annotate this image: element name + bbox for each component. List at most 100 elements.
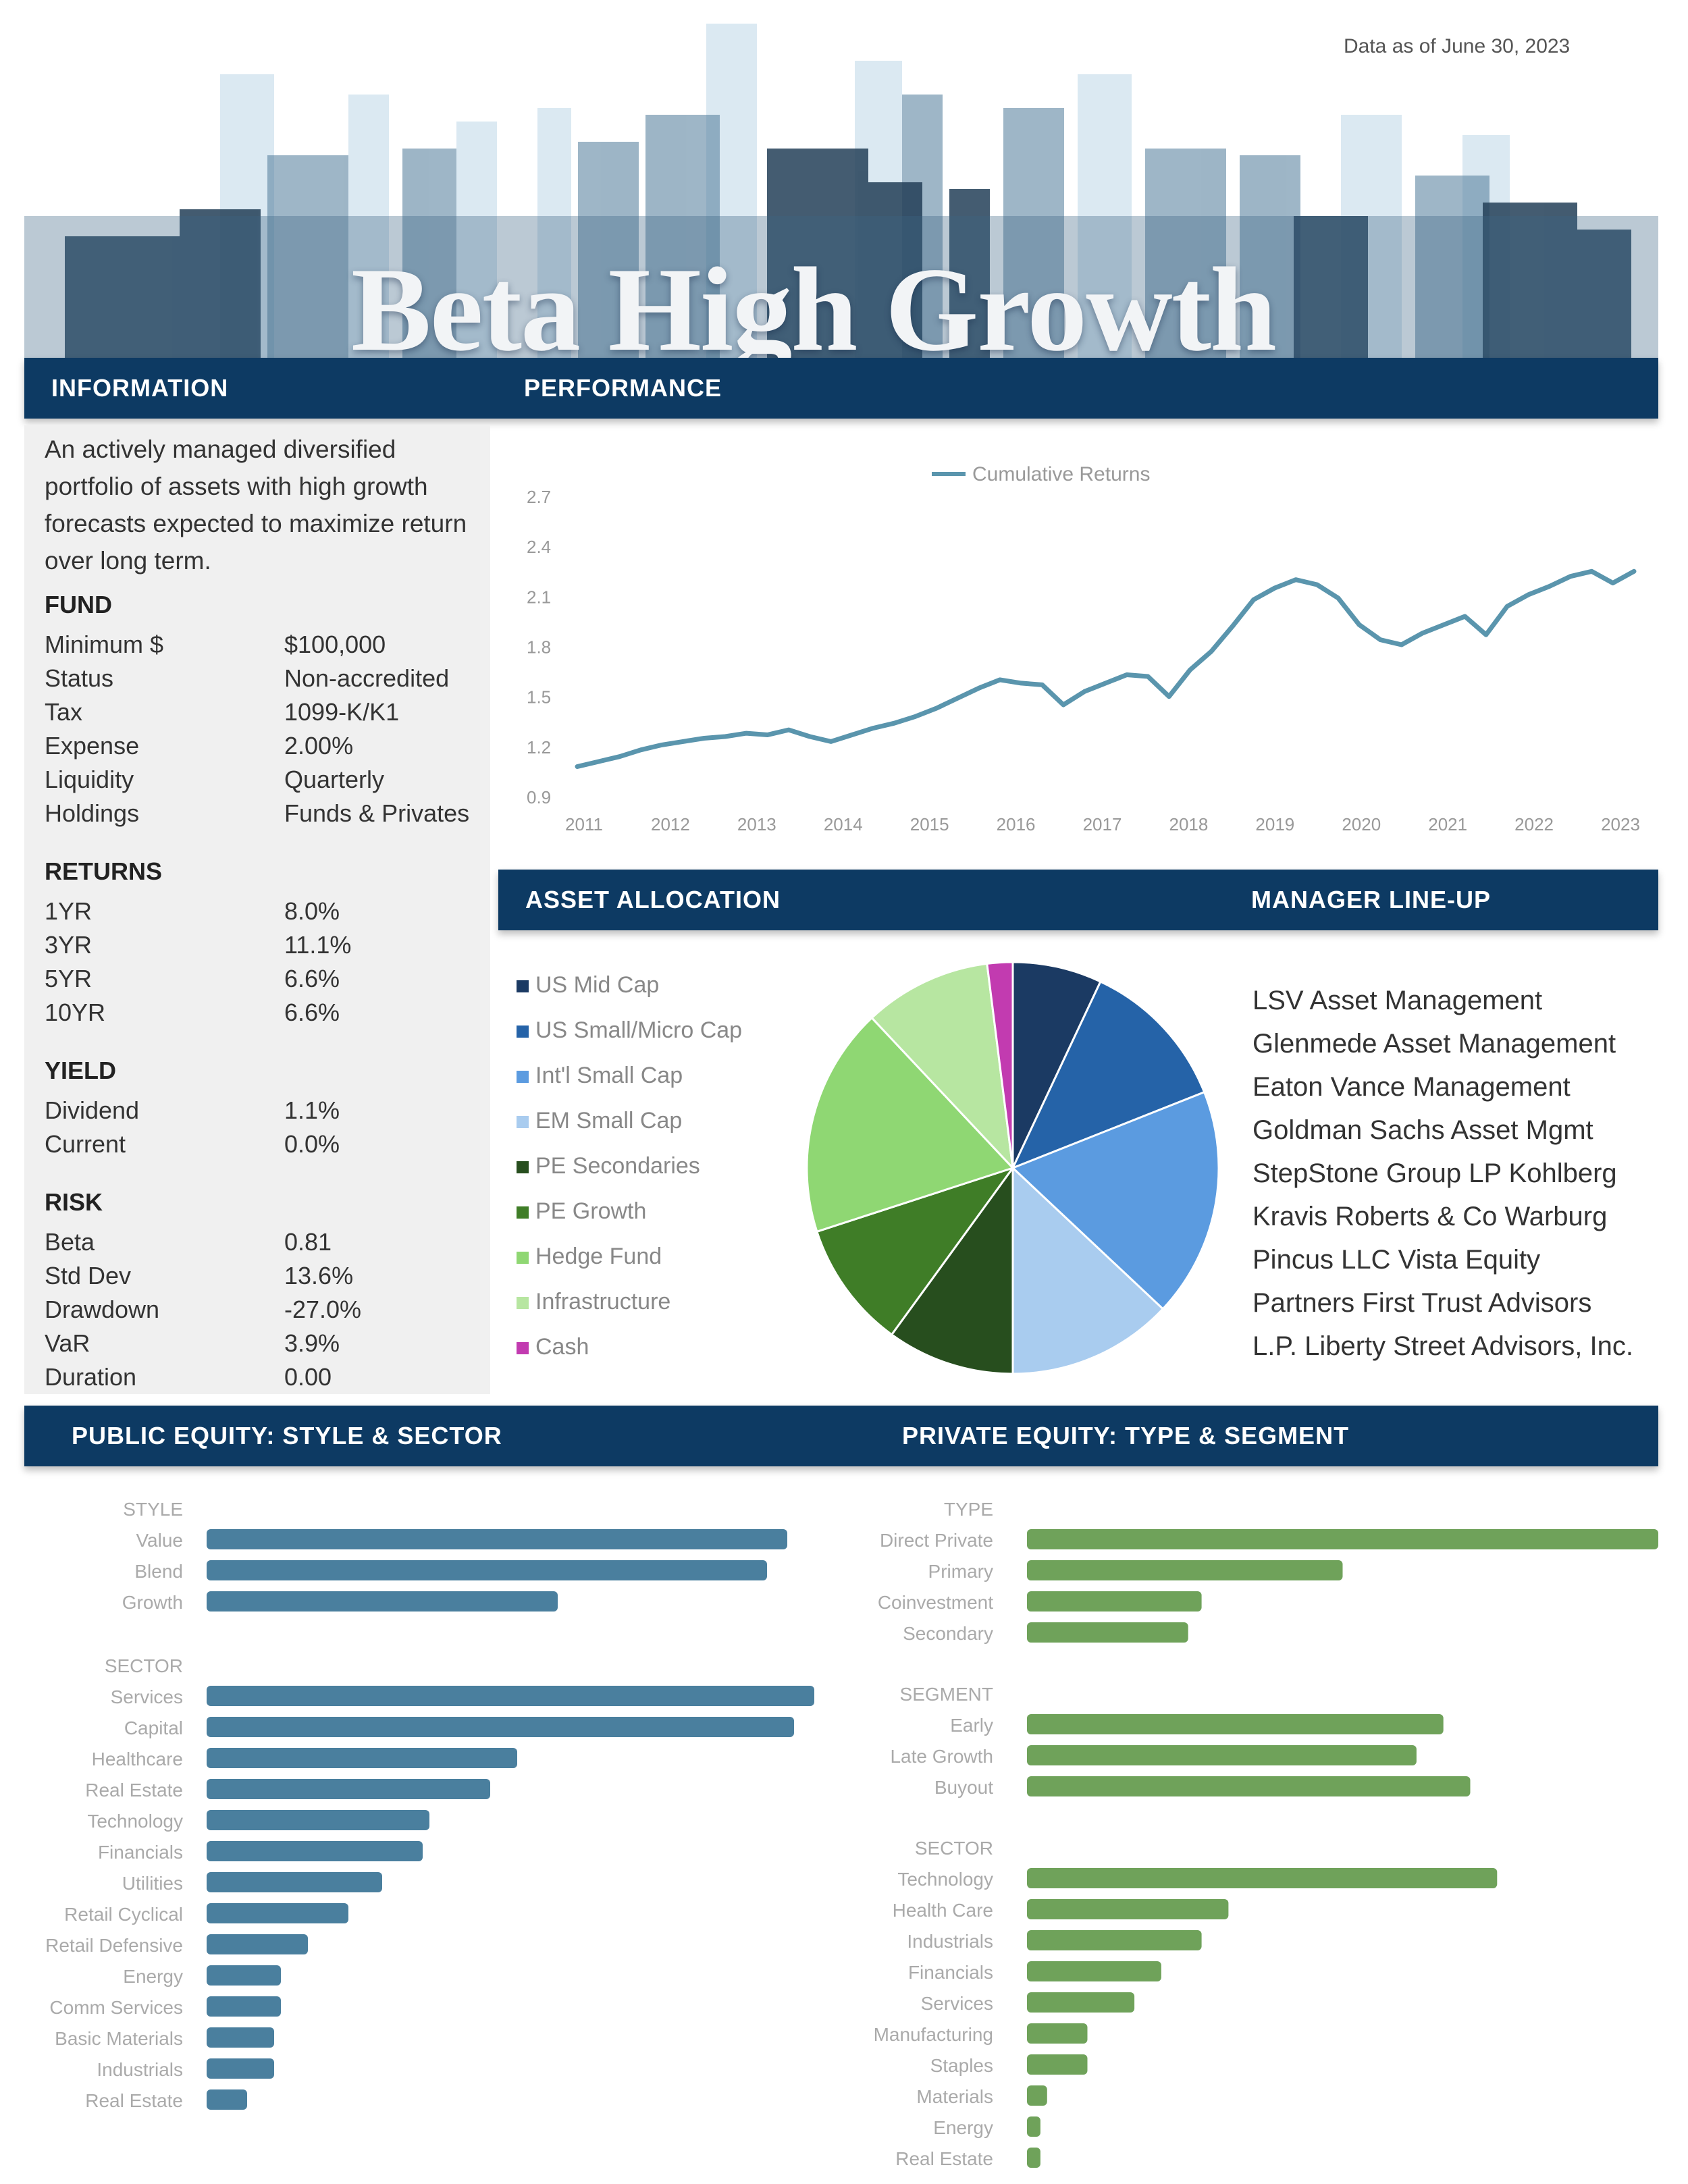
risk-row-label: Std Dev <box>45 1262 132 1289</box>
bar-category-label: Primary <box>928 1561 993 1582</box>
returns-heading: RETURNS <box>45 857 163 885</box>
fund-title: Beta High Growth <box>351 242 1277 376</box>
bar-category-label: Comm Services <box>49 1997 183 2018</box>
legend-label: EM Small Cap <box>535 1108 683 1134</box>
public-equity-heading: PUBLIC EQUITY: STYLE & SECTOR <box>72 1422 502 1449</box>
risk-row-value: 0.00 <box>284 1363 332 1391</box>
risk-heading: RISK <box>45 1188 103 1216</box>
bar <box>207 1591 558 1612</box>
bar <box>1027 1961 1161 1981</box>
bar <box>1027 2023 1088 2044</box>
manager-item: Eaton Vance Management <box>1252 1072 1571 1102</box>
returns-row-label: 1YR <box>45 897 93 925</box>
performance-heading: PERFORMANCE <box>524 374 722 402</box>
bar <box>207 1529 787 1549</box>
x-tick-label: 2016 <box>997 814 1036 834</box>
bar-category-label: Materials <box>916 2086 993 2107</box>
risk-row-label: VaR <box>45 1329 90 1357</box>
fund-row-label: Minimum $ <box>45 631 164 658</box>
y-tick-label: 1.5 <box>527 687 551 708</box>
bar-category-label: Technology <box>897 1869 993 1890</box>
returns-row-value: 11.1% <box>284 931 352 959</box>
y-tick-label: 2.7 <box>527 487 551 507</box>
bar-category-label: Health Care <box>893 1900 993 1921</box>
legend-label: Infrastructure <box>535 1289 671 1314</box>
x-tick-label: 2014 <box>824 814 863 834</box>
pie-slice <box>890 1165 1014 1375</box>
manager-item: Kravis Roberts & Co Warburg <box>1252 1202 1608 1231</box>
x-tick-label: 2020 <box>1342 814 1381 834</box>
returns-row-label: 5YR <box>45 965 93 992</box>
manager-item: LSV Asset Management <box>1252 986 1543 1015</box>
bar-category-label: Utilities <box>122 1873 183 1894</box>
pie-slice <box>1011 1090 1220 1310</box>
bar <box>1027 1930 1202 1950</box>
allocation-legend-item: Hedge Fund <box>517 1244 662 1270</box>
legend-swatch <box>517 1252 529 1264</box>
legend-swatch <box>517 1071 529 1084</box>
information-heading: INFORMATION <box>51 374 229 402</box>
bar-category-label: Industrials <box>907 1931 993 1952</box>
x-tick-label: 2011 <box>565 814 603 834</box>
legend-label: PE Growth <box>535 1198 647 1224</box>
allocation-legend-item: PE Secondaries <box>517 1153 700 1179</box>
bar-category-label: Basic Materials <box>55 2028 183 2049</box>
bar-category-label: Financials <box>908 1962 993 1983</box>
cumulative-returns-line <box>575 568 1637 769</box>
returns-row-value: 8.0% <box>284 897 340 925</box>
fund-row-value: Quarterly <box>284 766 385 793</box>
bar-category-label: Growth <box>122 1592 183 1613</box>
fund-row-label: Status <box>45 664 114 692</box>
fund-row-label: Holdings <box>45 799 140 827</box>
fund-row-value: Non-accredited <box>284 664 450 692</box>
yield-row-label: Current <box>45 1130 126 1158</box>
y-tick-label: 1.2 <box>527 737 551 757</box>
data-date-note: Data as of June 30, 2023 <box>1344 35 1571 57</box>
bar-category-label: Energy <box>933 2117 993 2138</box>
bar <box>207 1996 281 2017</box>
bar <box>207 1903 348 1923</box>
y-tick-label: 0.9 <box>527 787 551 807</box>
legend-swatch <box>517 1206 529 1219</box>
risk-row-value: 0.81 <box>284 1228 332 1256</box>
bar-category-label: Services <box>111 1686 183 1707</box>
bar <box>207 2027 274 2048</box>
bar <box>1027 1529 1658 1549</box>
x-tick-label: 2018 <box>1169 814 1208 834</box>
bar <box>207 1872 382 1892</box>
allocation-legend-item: Int'l Small Cap <box>517 1063 683 1089</box>
x-tick-label: 2022 <box>1514 814 1554 834</box>
bar <box>1027 1776 1471 1796</box>
bar-category-label: Late Growth <box>890 1746 993 1767</box>
bar <box>1027 1899 1229 1919</box>
returns-row-label: 10YR <box>45 998 106 1026</box>
bar-category-label: Energy <box>123 1966 183 1987</box>
bar-category-label: Technology <box>87 1811 183 1832</box>
bar <box>207 2058 274 2079</box>
bar <box>207 1810 429 1830</box>
private-equity-heading: PRIVATE EQUITY: TYPE & SEGMENT <box>902 1422 1350 1449</box>
legend-swatch <box>517 1026 529 1038</box>
fund-row-label: Liquidity <box>45 766 134 793</box>
bar <box>1027 1868 1498 1888</box>
bar <box>1027 2054 1088 2075</box>
legend-label: US Small/Micro Cap <box>535 1017 743 1043</box>
allocation-legend-item: Infrastructure <box>517 1289 670 1315</box>
returns-row-value: 6.6% <box>284 965 340 992</box>
legend-swatch <box>517 1116 529 1129</box>
bar-category-label: Real Estate <box>895 2148 993 2169</box>
fund-row-label: Tax <box>45 698 83 726</box>
risk-row-value: -27.0% <box>284 1296 362 1323</box>
legend-swatch <box>517 980 529 993</box>
x-tick-label: 2021 <box>1428 814 1467 834</box>
bar <box>1027 2116 1040 2137</box>
yield-row-label: Dividend <box>45 1096 140 1124</box>
pie-slice <box>816 1166 1016 1336</box>
bar <box>1027 1745 1417 1765</box>
bar-category-label: Early <box>950 1715 993 1736</box>
bar-category-label: Staples <box>930 2055 993 2076</box>
bar <box>1027 2148 1040 2168</box>
x-tick-label: 2017 <box>1083 814 1122 834</box>
asset-allocation-pie-chart <box>806 961 1220 1375</box>
manager-item: Partners First Trust Advisors <box>1252 1288 1592 1318</box>
